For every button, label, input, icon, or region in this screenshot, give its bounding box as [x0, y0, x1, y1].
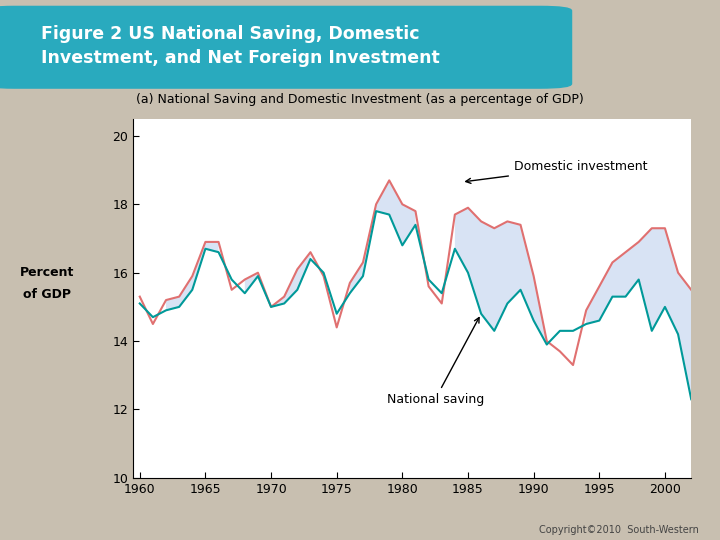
Text: Percent: Percent	[19, 266, 74, 279]
Text: Domestic investment: Domestic investment	[466, 160, 647, 184]
Text: National saving: National saving	[387, 318, 484, 406]
Text: (a) National Saving and Domestic Investment (as a percentage of GDP): (a) National Saving and Domestic Investm…	[136, 93, 584, 106]
FancyBboxPatch shape	[0, 6, 572, 88]
Text: Copyright©2010  South-Western: Copyright©2010 South-Western	[539, 524, 698, 535]
Text: Figure 2 US National Saving, Domestic
Investment, and Net Foreign Investment: Figure 2 US National Saving, Domestic In…	[40, 25, 439, 66]
Text: of GDP: of GDP	[23, 288, 71, 301]
